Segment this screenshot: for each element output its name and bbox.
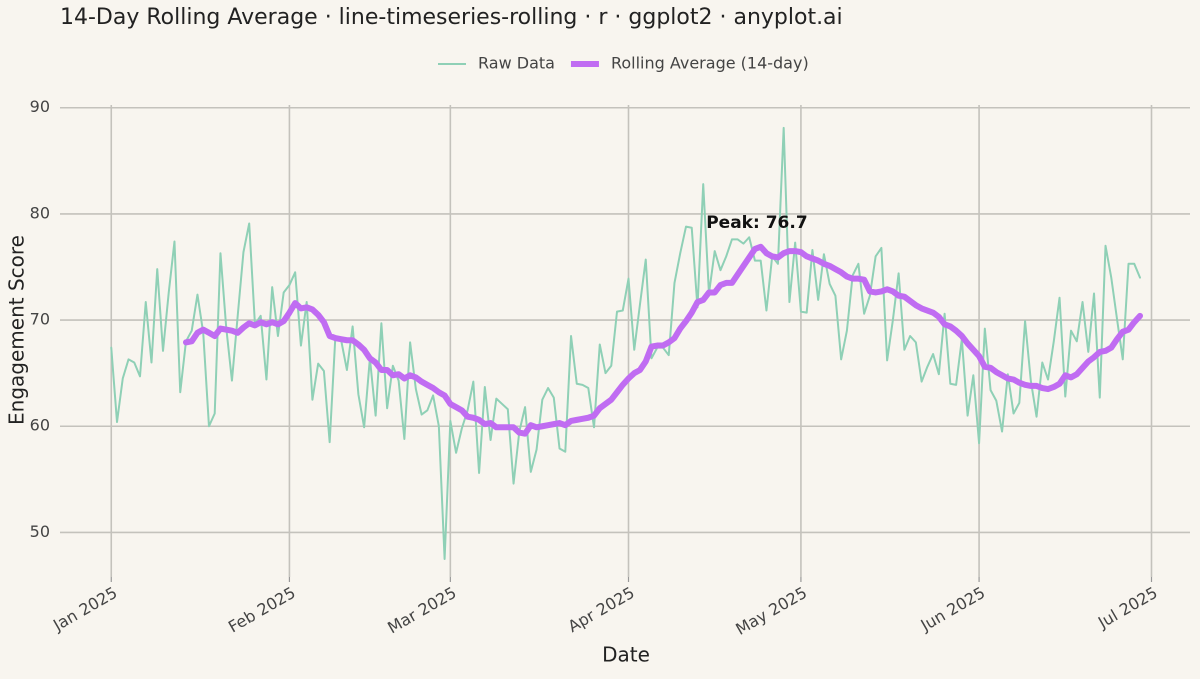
y-tick-label: 80 <box>30 203 50 222</box>
series-line <box>110 126 1141 560</box>
x-tick-label: Apr 2025 <box>565 583 638 636</box>
x-tick-label: Jul 2025 <box>1094 583 1161 633</box>
y-axis-label: Engagement Score <box>5 235 29 425</box>
legend-label: Rolling Average (14-day) <box>611 54 809 73</box>
x-tick-label: Jun 2025 <box>917 583 989 635</box>
legend-label: Raw Data <box>478 54 555 73</box>
x-tick-label: Mar 2025 <box>384 583 459 637</box>
y-tick-label: 60 <box>30 416 50 435</box>
annotation: Peak: 76.7 <box>706 213 807 233</box>
y-tick-label: 70 <box>30 310 50 329</box>
y-tick-label: 90 <box>30 97 50 116</box>
y-tick-label: 50 <box>30 522 50 541</box>
x-tick-label: May 2025 <box>732 583 810 639</box>
x-tick-label: Feb 2025 <box>225 583 299 637</box>
x-tick-label: Jan 2025 <box>49 583 120 635</box>
chart-title: 14-Day Rolling Average · line-timeseries… <box>60 5 843 30</box>
x-axis-label: Date <box>602 643 650 667</box>
series-line <box>182 243 1143 437</box>
